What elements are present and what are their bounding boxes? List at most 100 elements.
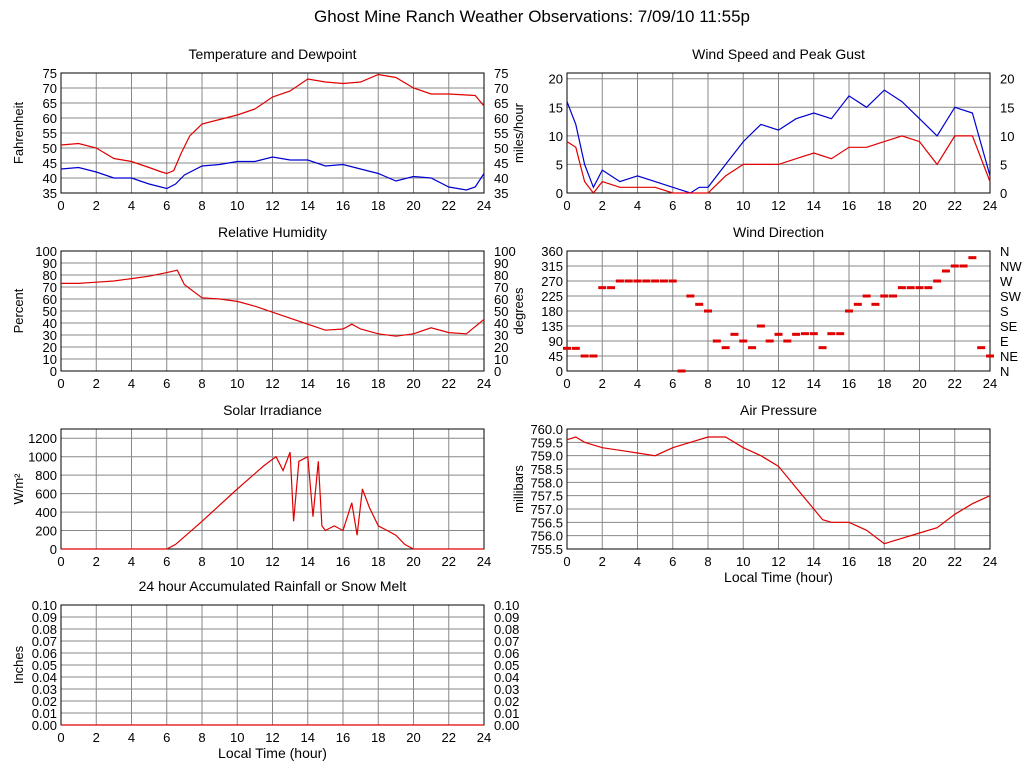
y-tick-label: 360	[541, 244, 563, 259]
x-tick-label: 24	[983, 198, 997, 213]
data-point	[792, 332, 801, 336]
x-tick-label: 0	[57, 730, 64, 745]
x-tick-label: 14	[807, 376, 821, 391]
y-right-tick-label: 60	[494, 292, 508, 307]
y-tick-label: 70	[43, 81, 57, 96]
data-point	[915, 286, 924, 290]
x-tick-label: 12	[771, 198, 785, 213]
y-tick-label: 315	[541, 259, 563, 274]
x-tick-label: 0	[57, 554, 64, 569]
y-tick-label: 759.5	[530, 435, 563, 450]
chart-title-winddir: Wind Direction	[733, 224, 824, 240]
y-right-tick-label: 0.08	[494, 622, 519, 637]
x-tick-label: 0	[57, 198, 64, 213]
y-right-tick-label: 0.07	[494, 634, 519, 649]
x-tick-label: 18	[877, 198, 891, 213]
chart-title-solar: Solar Irradiance	[223, 402, 322, 418]
x-tick-label: 20	[912, 554, 926, 569]
x-tick-label: 2	[599, 554, 606, 569]
data-point	[924, 286, 933, 290]
y-right-tick-label: 15	[1000, 100, 1014, 115]
chart-title-humidity: Relative Humidity	[218, 224, 327, 240]
x-tick-label: 16	[336, 198, 350, 213]
x-tick-label: 22	[442, 376, 456, 391]
y-right-tick-label: 70	[494, 280, 508, 295]
x-tick-label: 2	[599, 376, 606, 391]
y-right-tick-label: 70	[494, 81, 508, 96]
y-tick-label: 0.07	[32, 634, 57, 649]
data-point	[686, 294, 695, 298]
y-tick-label: 0.00	[32, 718, 57, 733]
x-tick-label: 8	[704, 554, 711, 569]
x-axis-label: Local Time (hour)	[724, 569, 833, 585]
x-tick-label: 16	[842, 198, 856, 213]
y-right-tick-label: 0.01	[494, 706, 519, 721]
y-tick-label: 757.0	[530, 502, 563, 517]
x-tick-label: 10	[230, 376, 244, 391]
y-tick-label: 758.5	[530, 462, 563, 477]
y-tick-label: 20	[549, 72, 563, 87]
x-tick-label: 8	[704, 198, 711, 213]
data-point	[580, 354, 589, 358]
y-right-tick-label: 40	[494, 171, 508, 186]
x-tick-label: 4	[634, 198, 641, 213]
y-tick-label: 100	[35, 244, 57, 259]
data-point	[836, 332, 845, 336]
data-point	[730, 332, 739, 336]
y-tick-label: 200	[35, 524, 57, 539]
y-tick-label: 0	[556, 186, 563, 201]
y-tick-label: 756.5	[530, 515, 563, 530]
y-right-tick-label: 65	[494, 96, 508, 111]
y-right-tick-label: 80	[494, 268, 508, 283]
x-tick-label: 8	[198, 198, 205, 213]
data-point	[739, 339, 748, 343]
y-tick-label: 135	[541, 319, 563, 334]
x-tick-label: 14	[301, 730, 315, 745]
chart-title-rain: 24 hour Accumulated Rainfall or Snow Mel…	[139, 578, 407, 594]
x-tick-label: 4	[634, 554, 641, 569]
y-tick-label: 90	[43, 256, 57, 271]
plot-frame-temp	[60, 72, 485, 194]
y-axis-label: millibars	[511, 465, 526, 513]
y-tick-label: 0.10	[32, 598, 57, 613]
x-tick-label: 16	[336, 730, 350, 745]
x-tick-label: 20	[406, 554, 420, 569]
x-tick-label: 16	[842, 554, 856, 569]
y-right-tick-label: N	[1000, 364, 1009, 379]
y-tick-label: 55	[43, 126, 57, 141]
x-tick-label: 4	[128, 554, 135, 569]
x-tick-label: 24	[983, 554, 997, 569]
y-tick-label: 10	[549, 129, 563, 144]
x-tick-label: 18	[371, 376, 385, 391]
y-tick-label: 40	[43, 316, 57, 331]
y-right-tick-label: 90	[494, 256, 508, 271]
chart-title-pressure: Air Pressure	[740, 402, 817, 418]
x-tick-label: 14	[807, 198, 821, 213]
x-tick-label: 10	[736, 198, 750, 213]
y-axis-label: degrees	[511, 287, 526, 334]
x-tick-label: 10	[736, 376, 750, 391]
x-tick-label: 2	[93, 376, 100, 391]
y-tick-label: 15	[549, 100, 563, 115]
y-right-tick-label: 55	[494, 126, 508, 141]
y-tick-label: 0	[556, 364, 563, 379]
x-tick-label: 18	[877, 554, 891, 569]
y-axis-label: W/m²	[11, 473, 26, 505]
y-tick-label: 225	[541, 289, 563, 304]
series-line-red	[61, 269, 485, 337]
x-tick-label: 2	[599, 198, 606, 213]
data-point	[950, 264, 959, 268]
x-tick-label: 18	[371, 198, 385, 213]
x-tick-label: 4	[128, 376, 135, 391]
y-tick-label: 60	[43, 111, 57, 126]
data-point	[704, 309, 712, 313]
series-line-red	[61, 451, 484, 550]
y-right-tick-label: 0.03	[494, 682, 519, 697]
data-point	[695, 302, 704, 306]
data-point	[651, 279, 660, 283]
y-tick-label: 600	[35, 487, 57, 502]
data-point	[880, 294, 889, 298]
x-tick-label: 6	[163, 198, 170, 213]
x-tick-label: 6	[669, 376, 676, 391]
